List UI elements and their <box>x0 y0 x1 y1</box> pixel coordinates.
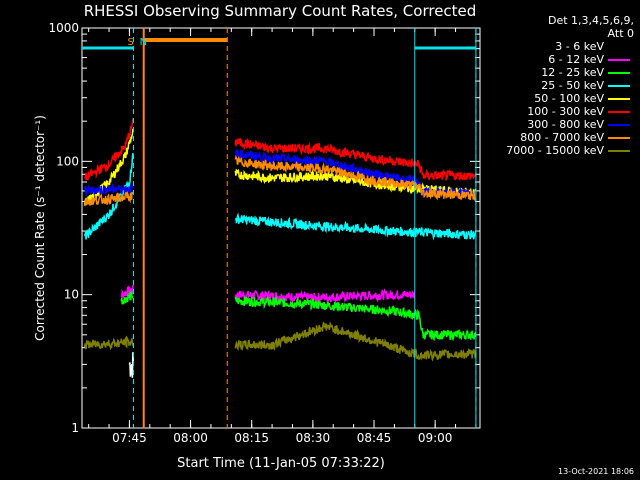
series-line-2-seg-1 <box>234 295 477 342</box>
series-line-6-seg-0 <box>83 183 134 197</box>
y-tick-label-2: 100 <box>56 154 79 168</box>
legend-entry: 7000 - 15000 keV <box>484 144 634 157</box>
legend-entry: 300 - 800 keV <box>484 118 634 131</box>
series-line-7-seg-1 <box>234 154 477 201</box>
legend-swatch <box>608 124 630 126</box>
series-line-8-seg-1 <box>234 321 476 362</box>
timestamp: 13-Oct-2021 18:06 <box>558 467 634 476</box>
series-line-2-seg-0 <box>120 291 134 305</box>
y-axis-label: Corrected Count Rate (s⁻¹ detector⁻¹) <box>33 115 47 341</box>
x-tick-label-5: 09:00 <box>418 431 453 445</box>
series-line-5-seg-0 <box>83 118 134 181</box>
legend-entry: 50 - 100 keV <box>484 92 634 105</box>
y-tick-label-0: 1 <box>71 421 79 435</box>
legend-label: 50 - 100 keV <box>534 92 604 105</box>
series-line-3-seg-1 <box>235 212 477 241</box>
flag-label-s: S <box>127 37 133 48</box>
series-line-4-seg-1 <box>234 168 477 199</box>
legend-swatch <box>608 137 630 139</box>
y-tick-label-3: 1000 <box>48 21 79 35</box>
x-tick-label-2: 08:15 <box>234 431 269 445</box>
x-tick-label-4: 08:45 <box>357 431 392 445</box>
legend-swatch <box>608 72 630 74</box>
legend-swatch <box>608 98 630 100</box>
series-line-0-seg-0 <box>128 352 135 378</box>
legend-entry: 3 - 6 keV <box>484 40 634 53</box>
x-tick-label-0: 07:45 <box>112 431 147 445</box>
series-line-1-seg-0 <box>120 284 134 300</box>
legend-label: 7000 - 15000 keV <box>506 144 604 157</box>
legend-swatch <box>608 85 630 87</box>
plot-frame <box>81 27 481 429</box>
series-line-5-seg-1 <box>234 137 476 182</box>
legend-swatch <box>608 59 630 61</box>
legend-swatch <box>608 46 630 48</box>
series-line-1-seg-1 <box>234 288 416 304</box>
legend-label: 3 - 6 keV <box>555 40 604 53</box>
legend-header-line-2: Att 0 <box>607 27 634 40</box>
legend-label: 100 - 300 keV <box>527 105 604 118</box>
legend-entry: 100 - 300 keV <box>484 105 634 118</box>
x-axis-label: Start Time (11-Jan-05 07:33:22) <box>177 456 385 471</box>
x-tick-label-1: 08:00 <box>173 431 208 445</box>
legend-label: 800 - 7000 keV <box>520 131 604 144</box>
legend-label: 25 - 50 keV <box>541 79 604 92</box>
legend-label: 12 - 25 keV <box>541 66 604 79</box>
legend-label: 300 - 800 keV <box>527 118 604 131</box>
series-line-7-seg-0 <box>84 190 134 207</box>
legend-swatch <box>608 150 630 152</box>
legend-entry: 12 - 25 keV <box>484 66 634 79</box>
flag-label-n: N <box>140 37 147 48</box>
legend-entry: 6 - 12 keV <box>484 53 634 66</box>
series-line-8-seg-0 <box>83 335 134 351</box>
legend-header-line-1: Det 1,3,4,5,6,9, <box>547 14 634 27</box>
y-tick-label-1: 10 <box>64 288 79 302</box>
legend-swatch <box>608 111 630 113</box>
chart-title: RHESSI Observing Summary Count Rates, Co… <box>84 2 477 20</box>
legend-entry: 25 - 50 keV <box>484 79 634 92</box>
legend: Det 1,3,4,5,6,9, Att 0 3 - 6 keV 6 - 12 k… <box>484 14 634 157</box>
legend-entry: 800 - 7000 keV <box>484 131 634 144</box>
legend-label: 6 - 12 keV <box>548 53 604 66</box>
series-line-4-seg-0 <box>83 128 134 206</box>
x-tick-label-3: 08:30 <box>296 431 331 445</box>
